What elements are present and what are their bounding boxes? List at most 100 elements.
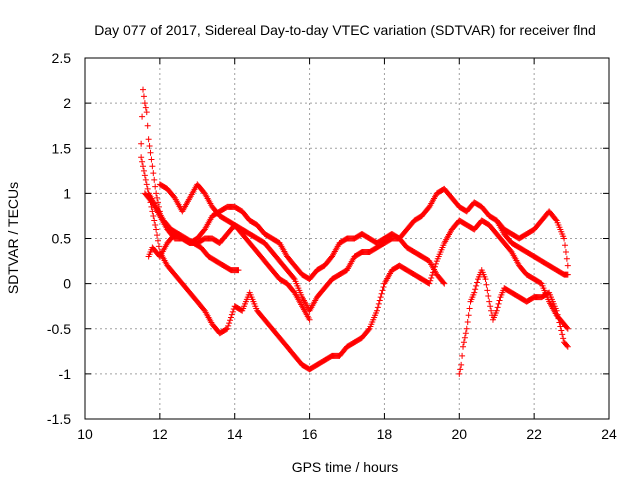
data-point (155, 243, 162, 250)
data-point (151, 217, 158, 224)
data-point (306, 316, 313, 323)
data-point (151, 176, 158, 183)
data-point (461, 334, 468, 341)
series-track-b (138, 154, 571, 373)
data-point (154, 237, 161, 244)
data-point (563, 255, 570, 262)
data-point (458, 361, 465, 368)
data-point (223, 326, 230, 333)
data-point (483, 281, 490, 288)
data-point (564, 262, 571, 269)
data-point (429, 272, 436, 279)
data-point (459, 352, 466, 359)
data-point (474, 279, 481, 286)
y-tick-label: -1.5 (47, 411, 71, 427)
data-point (379, 287, 386, 294)
data-point (562, 242, 569, 249)
data-point (555, 315, 562, 322)
data-point (153, 190, 160, 197)
data-point (564, 325, 571, 332)
y-axis-label: SDTVAR / TECUs (5, 182, 21, 294)
data-point (560, 335, 567, 342)
y-tick-label: 0.5 (52, 231, 72, 247)
x-tick-label: 12 (152, 426, 168, 442)
data-point (150, 212, 157, 219)
y-tick-label: 1 (63, 185, 71, 201)
data-point (466, 305, 473, 312)
data-point (464, 318, 471, 325)
x-tick-label: 10 (77, 426, 93, 442)
data-marks (138, 86, 571, 377)
data-point (427, 277, 434, 284)
data-point (152, 221, 159, 228)
data-point (564, 343, 571, 350)
data-point (154, 199, 161, 206)
y-tick-label: 2 (63, 95, 71, 111)
chart-title: Day 077 of 2017, Sidereal Day-to-day VTE… (94, 22, 596, 38)
data-point (561, 235, 568, 242)
data-point (471, 289, 478, 296)
data-point (556, 319, 563, 326)
series-track-f (156, 181, 313, 323)
axis-ticks: 10 12 14 16 18 20 22 24 -1.5 -1 -0.5 0 0.5 1 1.5 2 2.5 (47, 50, 617, 442)
data-point (229, 308, 236, 315)
data-point (146, 142, 153, 149)
data-point (484, 287, 491, 294)
data-point (365, 326, 372, 333)
data-point (139, 158, 146, 165)
data-point (557, 323, 564, 330)
data-point (495, 300, 502, 307)
data-point (494, 304, 501, 311)
data-point (558, 327, 565, 334)
data-point (432, 260, 439, 267)
data-point (487, 303, 494, 310)
data-point (153, 226, 160, 233)
data-point (224, 325, 231, 332)
series-track-g (456, 267, 571, 377)
data-point (140, 86, 147, 93)
data-point (552, 216, 559, 223)
x-tick-label: 16 (302, 426, 318, 442)
data-point (456, 370, 463, 377)
data-point (486, 298, 493, 305)
data-point (140, 167, 147, 174)
data-point (138, 154, 145, 161)
data-point (149, 208, 156, 215)
data-point (465, 312, 472, 319)
data-point (226, 320, 233, 327)
data-point (154, 194, 161, 201)
data-point (496, 297, 503, 304)
data-point (139, 113, 146, 120)
x-tick-label: 24 (601, 426, 617, 442)
x-tick-label: 18 (377, 426, 393, 442)
data-point (485, 293, 492, 300)
data-point (143, 181, 150, 188)
x-tick-label: 20 (451, 426, 467, 442)
data-point (143, 109, 150, 116)
data-point (378, 290, 385, 297)
data-point (148, 156, 155, 163)
x-axis-label: GPS time / hours (292, 459, 399, 475)
data-point (380, 284, 387, 291)
data-point (463, 325, 470, 332)
y-tick-label: 0 (63, 276, 71, 292)
series-track-h (493, 217, 571, 278)
data-point (142, 104, 149, 111)
y-tick-label: 1.5 (52, 140, 72, 156)
data-point (564, 271, 571, 278)
data-point (473, 282, 480, 289)
data-point (472, 286, 479, 293)
data-point (138, 140, 145, 147)
data-point (460, 343, 467, 350)
data-point (441, 280, 448, 287)
data-point (144, 185, 151, 192)
data-point (554, 311, 561, 318)
data-point (142, 176, 149, 183)
data-point (376, 297, 383, 304)
data-point (154, 232, 161, 239)
data-point (235, 267, 242, 274)
data-point (553, 307, 560, 314)
data-point (559, 331, 566, 338)
data-point (457, 366, 464, 373)
